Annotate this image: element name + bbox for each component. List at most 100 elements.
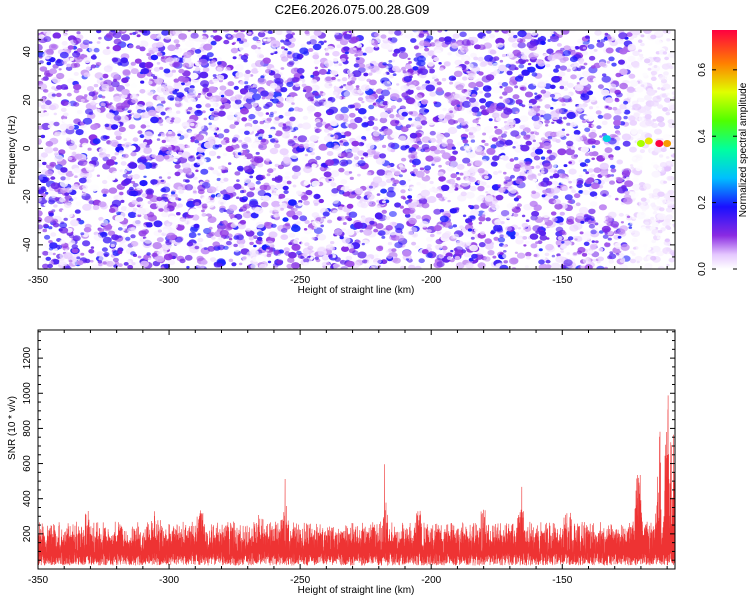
spectrogram-cell xyxy=(376,193,381,196)
spectrogram-cell xyxy=(666,263,670,267)
spectrogram-cell xyxy=(671,251,675,257)
spectrogram-cell xyxy=(353,63,360,68)
spectrogram-cell xyxy=(490,144,497,149)
spectrogram-cell xyxy=(469,244,478,252)
spectrogram-cell xyxy=(337,217,342,221)
spectrogram-cell xyxy=(342,222,347,225)
spectrogram-cell xyxy=(207,136,216,143)
spectrogram-cell xyxy=(173,82,183,90)
spectrogram-cell xyxy=(322,211,330,217)
spectrogram-cell xyxy=(542,113,552,121)
spectrogram-cell xyxy=(425,252,433,258)
spectrogram-cell xyxy=(483,126,494,134)
spectrogram-cell xyxy=(258,143,267,151)
spectrogram-cell xyxy=(474,145,483,152)
spectrogram-cell xyxy=(214,231,221,237)
spectrogram-cell xyxy=(262,195,271,202)
spectrogram-cell xyxy=(76,48,83,53)
spectrogram-cell xyxy=(134,58,142,64)
spectrogram-cell xyxy=(530,131,535,135)
spectrogram-cell xyxy=(282,180,287,184)
spectrogram-cell xyxy=(149,195,159,203)
spectrogram-cell xyxy=(175,46,179,50)
spectrogram-cell xyxy=(210,167,215,171)
spectrogram-cell xyxy=(519,38,526,43)
spectrogram-cell xyxy=(471,106,480,113)
spectrogram-cell xyxy=(155,164,162,169)
spectrogram-cell xyxy=(139,180,148,187)
spectrogram-cell xyxy=(360,84,370,92)
spectrogram-cell xyxy=(102,48,112,56)
spectrogram-cell xyxy=(551,121,555,125)
spectrogram-cell xyxy=(152,242,162,250)
spectrogram-cell xyxy=(605,47,614,54)
spectrogram-cell xyxy=(526,170,533,175)
spectrogram-cell xyxy=(51,44,56,49)
spectrogram-cell xyxy=(451,91,456,95)
spectrogram-cell xyxy=(121,143,125,147)
spectrogram-cell xyxy=(633,112,640,118)
spectrogram-cell xyxy=(310,35,318,41)
spectrogram-cell xyxy=(256,53,264,59)
spectrogram-cell xyxy=(591,124,596,128)
spectrogram-cell xyxy=(479,105,486,110)
spectrogram-cell xyxy=(543,162,553,170)
spectrogram-cell xyxy=(361,100,365,104)
spectrogram-cell xyxy=(106,140,111,143)
spectrogram-cell xyxy=(74,175,78,178)
spectrogram-cell xyxy=(380,34,387,39)
spectrogram-cell xyxy=(53,204,58,208)
spectrogram-cell xyxy=(176,110,181,114)
spectrogram-cell xyxy=(543,218,549,223)
spectrogram-cell xyxy=(615,252,620,256)
spectrogram-cell xyxy=(479,231,486,236)
spectrogram-cell xyxy=(63,265,72,269)
spectrogram-cell xyxy=(520,229,526,234)
spectrogram-cell xyxy=(98,147,107,154)
spectrogram-cell xyxy=(497,81,503,86)
spectrogram-cell xyxy=(508,250,513,254)
spectrogram-cell xyxy=(142,147,153,154)
spectrogram-cell xyxy=(460,179,471,187)
spectrogram-cell xyxy=(60,84,68,90)
spectrogram-cell xyxy=(134,31,138,34)
spectrogram-cell xyxy=(169,138,178,145)
spectrogram-cell xyxy=(353,154,357,157)
spectrogram-cell xyxy=(584,221,589,225)
spectrogram-cell xyxy=(244,136,252,143)
spectrogram-cell xyxy=(361,122,369,128)
spectrogram-cell xyxy=(479,90,483,94)
spectrogram-cell xyxy=(328,83,333,87)
spectrogram-cell xyxy=(135,104,145,111)
spectrogram-cell xyxy=(637,39,643,43)
spectrogram-cell xyxy=(67,78,75,84)
spectrogram-cell xyxy=(136,109,143,114)
spectrogram-cell xyxy=(90,264,98,269)
spectrogram-cell xyxy=(229,111,234,116)
spectrogram-cell xyxy=(250,101,258,108)
spectrogram-cell xyxy=(496,42,504,48)
spectrogram-cell xyxy=(635,86,644,93)
spectrogram-cell xyxy=(513,166,521,172)
spectrogram-cell xyxy=(155,255,165,263)
spectrogram-cell xyxy=(234,121,240,126)
spectrogram-cell xyxy=(337,206,345,212)
spectrogram-cell xyxy=(328,254,333,258)
spectrogram-cell xyxy=(153,220,163,228)
spectrogram-cell xyxy=(163,250,168,254)
spectrogram-cell xyxy=(495,140,505,148)
spectrogram-cell xyxy=(249,175,254,179)
spectrogram-cell xyxy=(292,207,298,212)
spectrogram-cell xyxy=(292,76,300,83)
spectrogram-cell xyxy=(478,216,486,222)
spectrogram-cell xyxy=(253,156,264,164)
spectrogram-cell xyxy=(358,200,363,204)
spectrogram-cell xyxy=(256,162,264,168)
spectrogram-cell xyxy=(137,208,147,215)
spectrogram-cell xyxy=(317,263,323,267)
spectrogram-cell xyxy=(223,128,230,134)
spectrogram-cell xyxy=(231,217,238,223)
spectrogram-cell xyxy=(120,34,131,41)
spectrogram-cell xyxy=(526,41,536,49)
spectrogram-cell xyxy=(561,103,566,107)
